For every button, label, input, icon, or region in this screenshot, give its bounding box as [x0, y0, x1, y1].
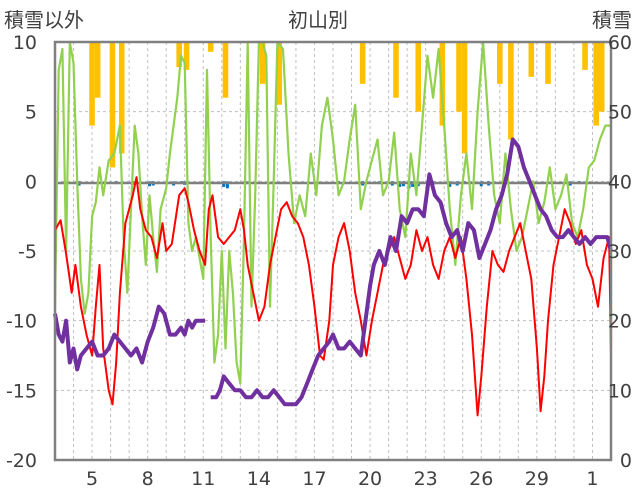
x-tick-label: 29	[525, 468, 549, 490]
data-lines	[53, 40, 613, 417]
sunshine-bar	[89, 42, 95, 126]
sunshine-bar	[176, 42, 182, 68]
x-tick-label: 1	[586, 468, 598, 490]
left-tick-label: -5	[18, 241, 37, 263]
x-tick-label: 26	[469, 468, 493, 490]
sunshine-bar	[461, 42, 468, 154]
x-tick-label: 20	[358, 468, 382, 490]
sunshine-bar	[415, 42, 422, 112]
precipitation-bar	[225, 181, 229, 189]
x-axis-ticks: 5 8 11 14 17 20 23 26 29 1	[86, 468, 598, 490]
sunshine-bar	[598, 42, 605, 112]
left-tick-label: 10	[13, 32, 37, 54]
x-tick-label: 14	[247, 468, 271, 490]
x-tick-label: 11	[191, 468, 215, 490]
right-tick-label: 50	[608, 102, 632, 124]
right-axis-label: 積雪	[592, 8, 632, 32]
sunshine-bar	[109, 42, 116, 168]
sunshine-bar	[259, 42, 266, 84]
right-tick-label: 10	[608, 380, 632, 402]
snow-depth-line	[53, 137, 613, 407]
sunshine-bar	[359, 42, 366, 84]
left-tick-label: -20	[6, 450, 37, 472]
right-axis-ticks: 60 50 40 30 20 10 0	[608, 32, 632, 472]
left-tick-label: -10	[6, 311, 37, 333]
sunshine-bars	[89, 42, 605, 168]
sunshine-bar	[508, 42, 514, 140]
sunshine-bar	[593, 42, 599, 126]
sunshine-bar	[582, 42, 588, 70]
sunshine-bar	[276, 42, 283, 105]
chart-title: 初山別	[288, 8, 348, 32]
sunshine-bar	[528, 42, 535, 77]
left-axis-ticks: 10 5 0 -5 -10 -15 -20	[6, 32, 37, 472]
sunshine-bar	[222, 42, 229, 98]
x-tick-label: 23	[414, 468, 438, 490]
temperature-line	[54, 176, 612, 417]
left-tick-label: 0	[25, 171, 37, 193]
left-tick-label: 5	[25, 102, 37, 124]
sunshine-bar	[439, 42, 446, 126]
sunshine-bar	[456, 42, 462, 112]
right-tick-label: 20	[608, 311, 632, 333]
sunshine-bar	[207, 42, 214, 52]
x-tick-label: 5	[86, 468, 98, 490]
right-tick-label: 60	[608, 32, 632, 54]
sunshine-bar	[497, 42, 503, 84]
sunshine-bar	[118, 42, 125, 154]
x-tick-label: 8	[142, 468, 154, 490]
sunshine-bar	[545, 42, 551, 84]
x-tick-label: 17	[302, 468, 326, 490]
sunshine-bar	[94, 42, 101, 98]
sunshine-bar	[393, 42, 399, 98]
right-tick-label: 0	[620, 450, 632, 472]
right-tick-label: 40	[608, 171, 632, 193]
right-tick-label: 30	[608, 241, 632, 263]
left-tick-label: -15	[6, 380, 37, 402]
sunshine-bar	[183, 42, 190, 70]
left-axis-label: 積雪以外	[4, 8, 84, 32]
plot-frame	[53, 40, 613, 462]
